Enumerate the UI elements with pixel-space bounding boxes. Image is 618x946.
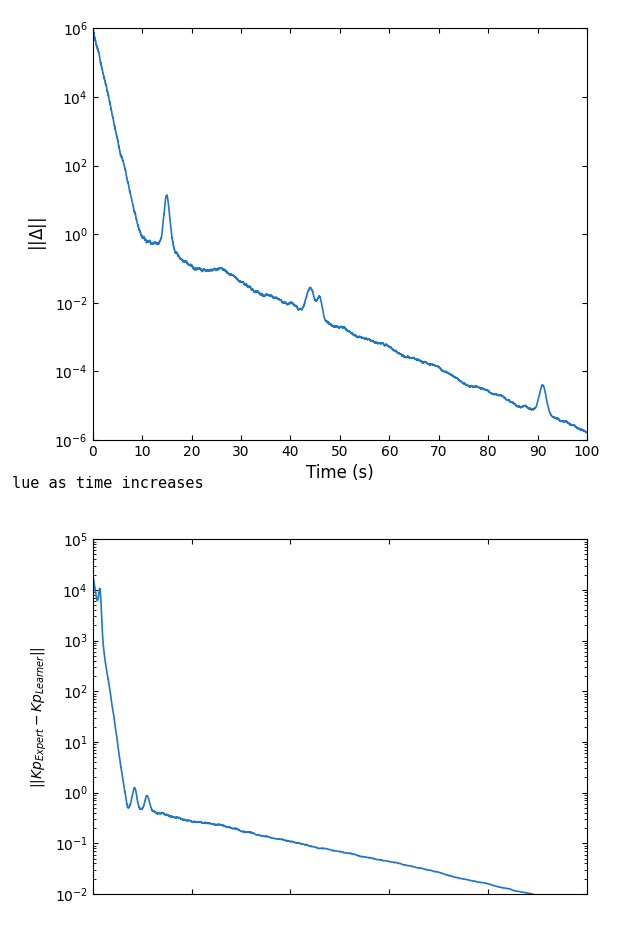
X-axis label: Time (s): Time (s) — [306, 464, 374, 482]
Y-axis label: $||\Delta||$: $||\Delta||$ — [27, 218, 49, 251]
Y-axis label: $||Kp_{Expert} - Kp_{Learner}||$: $||Kp_{Expert} - Kp_{Learner}||$ — [30, 646, 49, 787]
Text: lue as time increases: lue as time increases — [12, 476, 204, 491]
